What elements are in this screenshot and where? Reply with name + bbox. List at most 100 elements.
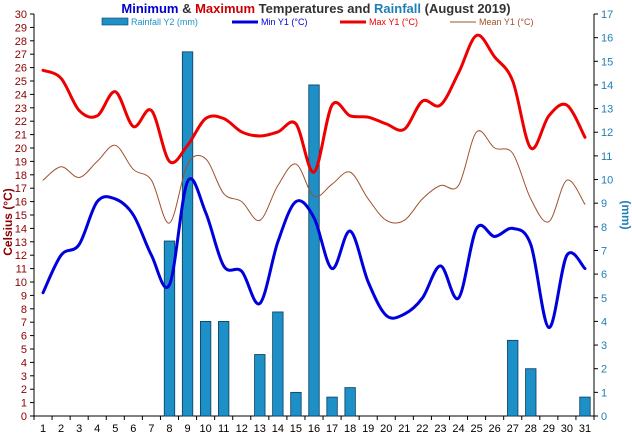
chart-title: Minimum & Maximum Temperatures and Rainf… [121, 1, 510, 16]
y-left-tick-label: 18 [15, 170, 27, 182]
y-right-tick-label: 16 [601, 33, 613, 45]
x-tick-label: 6 [130, 423, 136, 435]
y-left-tick-label: 16 [15, 197, 27, 209]
x-tick-label: 5 [112, 423, 118, 435]
rainfall-bar [308, 84, 320, 417]
rainfall-bar [290, 391, 302, 417]
y-right-tick-label: 10 [601, 175, 613, 187]
y-left-tick-label: 6 [21, 331, 27, 343]
x-tick-label: 22 [416, 423, 428, 435]
y-right-tick-label: 1 [601, 387, 607, 399]
chart-title-part: Temperatures and [255, 1, 374, 16]
x-tick-label: 24 [452, 423, 464, 435]
y-left-tick-label: 22 [15, 116, 27, 128]
legend-label: Mean Y1 (°C) [479, 17, 533, 27]
y-left-tick-label: 7 [21, 317, 27, 329]
y-right-tick-label: 5 [601, 293, 607, 305]
x-tick-label: 13 [254, 423, 266, 435]
y-right-tick-label: 7 [601, 245, 607, 257]
y-right-tick-label: 8 [601, 222, 607, 234]
y-right-tick-label: 15 [601, 56, 613, 68]
x-tick-label: 26 [489, 423, 501, 435]
y-left-tick-label: 1 [21, 398, 27, 410]
y-left-tick-label: 13 [15, 237, 27, 249]
rainfall-bars [163, 51, 591, 417]
rainfall-bar [272, 311, 284, 417]
x-tick-label: 28 [525, 423, 537, 435]
x-tick-label: 27 [507, 423, 519, 435]
y-right-tick-label: 14 [601, 80, 613, 92]
y-left-tick-label: 27 [15, 49, 27, 61]
x-tick-label: 31 [579, 423, 591, 435]
x-tick-label: 18 [344, 423, 356, 435]
y-left-tick-label: 21 [15, 130, 27, 142]
rainfall-bar [326, 396, 338, 417]
y-axis-left-label: Celsius (°C) [1, 188, 15, 255]
y-left-tick-label: 3 [21, 371, 27, 383]
axes: 0123456789101112131415161718192021222324… [15, 9, 614, 435]
rainfall-bar [199, 321, 212, 417]
chart-title-part: Maximum [195, 1, 255, 16]
legend-swatch-rainfall [101, 17, 129, 26]
y-left-tick-label: 20 [15, 143, 27, 155]
y-axis-right-label: (mm) [619, 200, 632, 229]
x-tick-label: 10 [199, 423, 211, 435]
x-tick-label: 9 [184, 423, 190, 435]
y-right-tick-label: 11 [601, 151, 612, 163]
chart-title-part: Minimum [121, 1, 178, 16]
rainfall-bar [507, 339, 519, 417]
max-temp-line [41, 33, 587, 174]
y-left-tick-label: 11 [16, 264, 27, 276]
x-tick-label: 4 [94, 423, 100, 435]
mean-temp-line [42, 130, 586, 224]
y-left-tick-label: 12 [15, 250, 27, 262]
legend-label: Rainfall Y2 (mm) [131, 17, 198, 27]
x-tick-label: 15 [290, 423, 302, 435]
x-tick-label: 17 [326, 423, 338, 435]
x-tick-label: 25 [470, 423, 482, 435]
x-tick-label: 23 [434, 423, 446, 435]
x-tick-label: 30 [561, 423, 573, 435]
rainfall-bar [254, 354, 266, 417]
y-right-tick-label: 4 [601, 316, 607, 328]
x-tick-label: 14 [272, 423, 284, 435]
chart-title-part: (August 2019) [421, 1, 511, 16]
x-tick-label: 19 [362, 423, 374, 435]
x-tick-label: 20 [380, 423, 392, 435]
y-left-tick-label: 8 [21, 304, 27, 316]
temperature-lines [41, 33, 587, 330]
x-tick-label: 29 [543, 423, 555, 435]
y-left-tick-label: 24 [15, 89, 27, 101]
y-left-tick-label: 10 [15, 277, 27, 289]
x-tick-label: 2 [58, 423, 64, 435]
y-left-tick-label: 0 [21, 411, 27, 423]
min-temp-line [41, 177, 587, 330]
x-tick-label: 16 [308, 423, 320, 435]
y-axis-right-label-group: (mm) [619, 200, 632, 229]
legend: Rainfall Y2 (mm) Min Y1 (°C) Max Y1 (°C) Me… [101, 17, 533, 27]
y-right-tick-label: 3 [601, 340, 607, 352]
x-tick-label: 11 [218, 423, 229, 435]
x-tick-label: 7 [148, 423, 154, 435]
y-left-tick-label: 29 [15, 22, 27, 34]
y-left-tick-label: 19 [15, 156, 27, 168]
y-right-tick-label: 13 [601, 104, 613, 116]
y-left-tick-label: 15 [15, 210, 27, 222]
y-left-tick-label: 23 [15, 103, 27, 115]
x-tick-label: 8 [166, 423, 172, 435]
rainfall-bar [181, 51, 194, 417]
y-left-tick-label: 4 [21, 357, 27, 369]
y-right-tick-label: 12 [601, 127, 613, 139]
y-left-tick-label: 17 [15, 183, 27, 195]
y-right-tick-label: 6 [601, 269, 607, 281]
y-left-tick-label: 30 [15, 9, 27, 21]
rainfall-bar [218, 321, 230, 417]
x-tick-label: 21 [398, 423, 410, 435]
chart-title-part: Rainfall [374, 1, 421, 16]
y-right-tick-label: 2 [601, 364, 607, 376]
y-right-tick-label: 9 [601, 198, 607, 210]
legend-label: Max Y1 (°C) [369, 17, 418, 27]
chart-title-part: & [178, 1, 195, 16]
